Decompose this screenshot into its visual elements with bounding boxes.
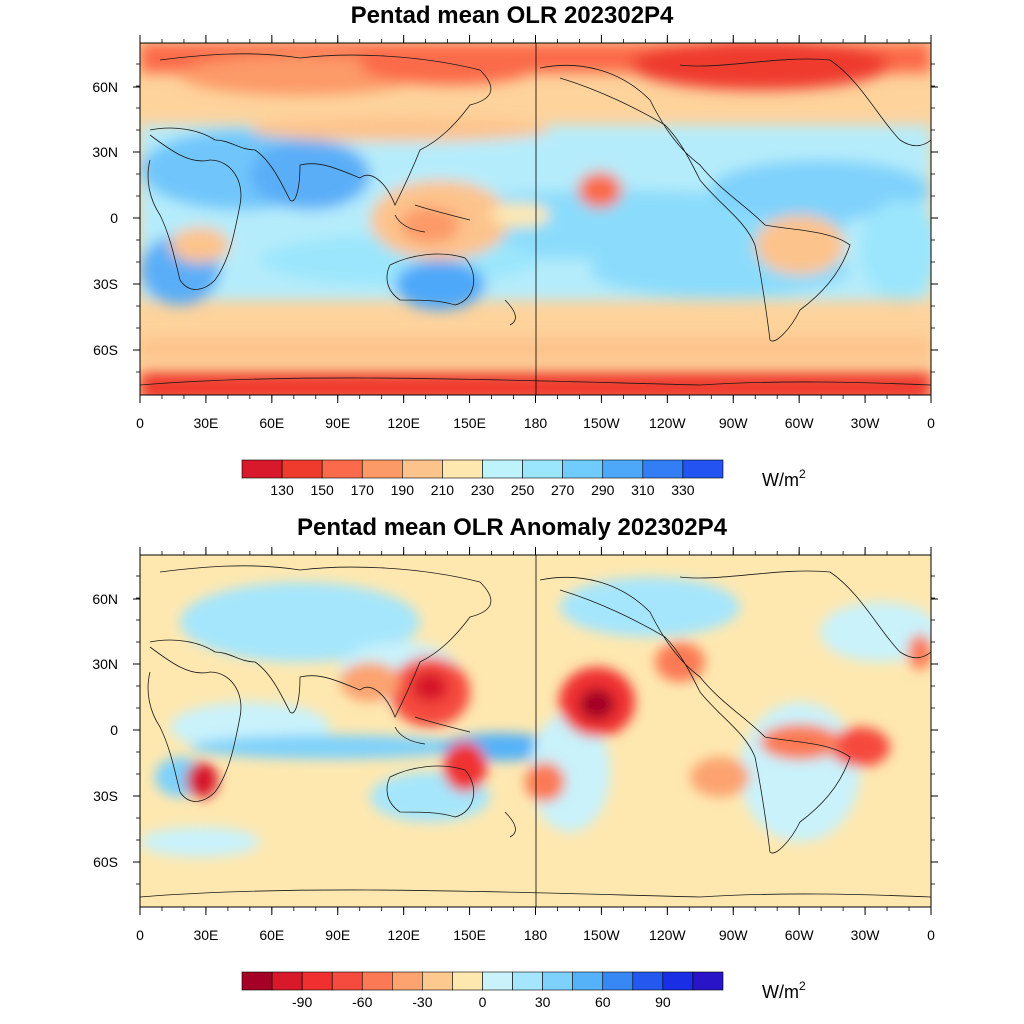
map1-lon-label: 120W xyxy=(649,415,686,431)
map1-lon-label: 0 xyxy=(136,415,144,431)
map2-panel: 60N 30N 0 30S 60S 0 30E 60E 90E 120E 150E 180 150W 12… xyxy=(92,547,938,1010)
map2-lon-label: 30E xyxy=(193,927,218,943)
map2-anomaly-field xyxy=(140,555,931,907)
map2-lon-label: 60E xyxy=(259,927,284,943)
map1-colorbar-swatch xyxy=(642,459,684,479)
map1-colorbar-swatch xyxy=(281,459,323,479)
map2-lon-label: 0 xyxy=(927,927,935,943)
map2-colorbar-label: 0 xyxy=(479,994,487,1010)
map1-colorbar-swatch xyxy=(361,459,403,479)
map2-colorbar-label: 90 xyxy=(655,994,671,1010)
map2-lat-label: 30S xyxy=(93,788,118,804)
map1-coastlines xyxy=(140,53,931,386)
map1-colorbar-swatch xyxy=(241,459,283,479)
map1-colorbar-label: 130 xyxy=(270,482,294,498)
map2-colorbar-swatch xyxy=(331,971,363,991)
map1-lon-label: 90E xyxy=(325,415,350,431)
map1-lat-label: 0 xyxy=(110,210,118,226)
map2-lon-label: 0 xyxy=(136,927,144,943)
map1-colorbar-label: 310 xyxy=(631,482,655,498)
map2-colorbar-label: -30 xyxy=(412,994,432,1010)
map2-colorbar-swatch xyxy=(422,971,453,991)
map1-lon-label: 30W xyxy=(851,415,881,431)
map2-lon-label: 120E xyxy=(387,927,420,943)
map2-lon-label: 60W xyxy=(785,927,815,943)
map1-colorbar-label: 190 xyxy=(391,482,415,498)
map1-colorbar-swatch xyxy=(321,459,363,479)
map2-coastlines xyxy=(140,565,931,898)
map1-colorbar-label: 330 xyxy=(671,482,695,498)
map2-colorbar-swatch xyxy=(482,971,513,991)
map1-colorbar-label: 210 xyxy=(431,482,455,498)
map2-lat-label: 60S xyxy=(93,854,118,870)
map2-colorbar-swatch xyxy=(542,971,573,991)
map1-colorbar: 130 150 170 190 210 230 250 270 290 310 330 xyxy=(241,459,724,498)
map1-colorbar-label: 290 xyxy=(591,482,615,498)
map1-lat-label: 30N xyxy=(92,144,118,160)
map1-lon-label: 60E xyxy=(259,415,284,431)
map2-colorbar-swatch xyxy=(241,971,273,991)
map2-lon-label: 120W xyxy=(649,927,686,943)
map1-lat-label: 60S xyxy=(93,342,118,358)
map2-colorbar-swatch xyxy=(301,971,333,991)
map2-axes: 60N 30N 0 30S 60S 0 30E 60E 90E 120E 150E 180 150W 12… xyxy=(92,547,938,943)
map1-units: W/m2 xyxy=(762,467,806,490)
map1-colorbar-swatch xyxy=(562,459,604,479)
map2-colorbar-label: 60 xyxy=(595,994,611,1010)
map1-colorbar-swatch xyxy=(482,459,523,479)
map2-colorbar-swatch xyxy=(271,971,303,991)
map2-colorbar-swatch xyxy=(512,971,543,991)
map1-lon-label: 0 xyxy=(927,415,935,431)
map1-colorbar-swatch xyxy=(402,459,443,479)
map2-colorbar-label: 30 xyxy=(535,994,551,1010)
map1-lon-label: 150W xyxy=(583,415,620,431)
map2-colorbar-swatch xyxy=(452,971,483,991)
map1-lat-label: 60N xyxy=(92,79,118,95)
map1-lon-label: 180 xyxy=(524,415,548,431)
map1-colorbar-label: 170 xyxy=(351,482,375,498)
map1-axes: 60N 30N 0 30S 60S 0 30E 60E 90E 120E 150E 180 150W 12… xyxy=(92,35,938,431)
map1-colorbar-label: 150 xyxy=(310,482,334,498)
map1-panel: 60N 30N 0 30S 60S 0 30E 60E 90E 120E 150E 180 150W 12… xyxy=(92,35,938,498)
map1-title: Pentad mean OLR 202302P4 xyxy=(350,2,674,29)
map1-colorbar-swatch xyxy=(682,459,724,479)
map2-lon-label: 90E xyxy=(325,927,350,943)
map2-lon-label: 150W xyxy=(583,927,620,943)
map1-lon-label: 60W xyxy=(785,415,815,431)
map1-colorbar-label: 230 xyxy=(471,482,495,498)
map2-title: Pentad mean OLR Anomaly 202302P4 xyxy=(297,514,727,541)
map1-lon-label: 120E xyxy=(387,415,420,431)
map1-colorbar-swatch xyxy=(522,459,563,479)
map2-colorbar-swatch xyxy=(692,971,724,991)
map2-colorbar-swatch xyxy=(572,971,604,991)
map1-colorbar-label: 250 xyxy=(511,482,535,498)
map2-colorbar-swatch xyxy=(632,971,664,991)
map2-lon-label: 150E xyxy=(453,927,486,943)
map1-lon-label: 30E xyxy=(193,415,218,431)
map2-lon-label: 30W xyxy=(851,927,881,943)
map2-colorbar-swatch xyxy=(662,971,694,991)
map2-lon-label: 90W xyxy=(719,927,749,943)
map2-lat-label: 0 xyxy=(110,722,118,738)
map1-lat-label: 30S xyxy=(93,276,118,292)
map2-colorbar-label: -60 xyxy=(352,994,372,1010)
map2-colorbar-swatch xyxy=(361,971,393,991)
map1-lon-label: 150E xyxy=(453,415,486,431)
map2-lon-label: 180 xyxy=(524,927,548,943)
map2-units: W/m2 xyxy=(762,979,806,1002)
map2-lat-label: 30N xyxy=(92,656,118,672)
map2-colorbar: -90 -60 -30 0 30 60 90 xyxy=(241,971,724,1010)
map2-lat-label: 60N xyxy=(92,591,118,607)
map1-colorbar-swatch xyxy=(442,459,483,479)
map1-colorbar-swatch xyxy=(602,459,644,479)
map1-lon-label: 90W xyxy=(719,415,749,431)
map2-colorbar-swatch xyxy=(392,971,423,991)
map2-colorbar-label: -90 xyxy=(292,994,312,1010)
map1-olr-field xyxy=(140,43,931,395)
map1-colorbar-label: 270 xyxy=(551,482,575,498)
map2-colorbar-swatch xyxy=(602,971,634,991)
